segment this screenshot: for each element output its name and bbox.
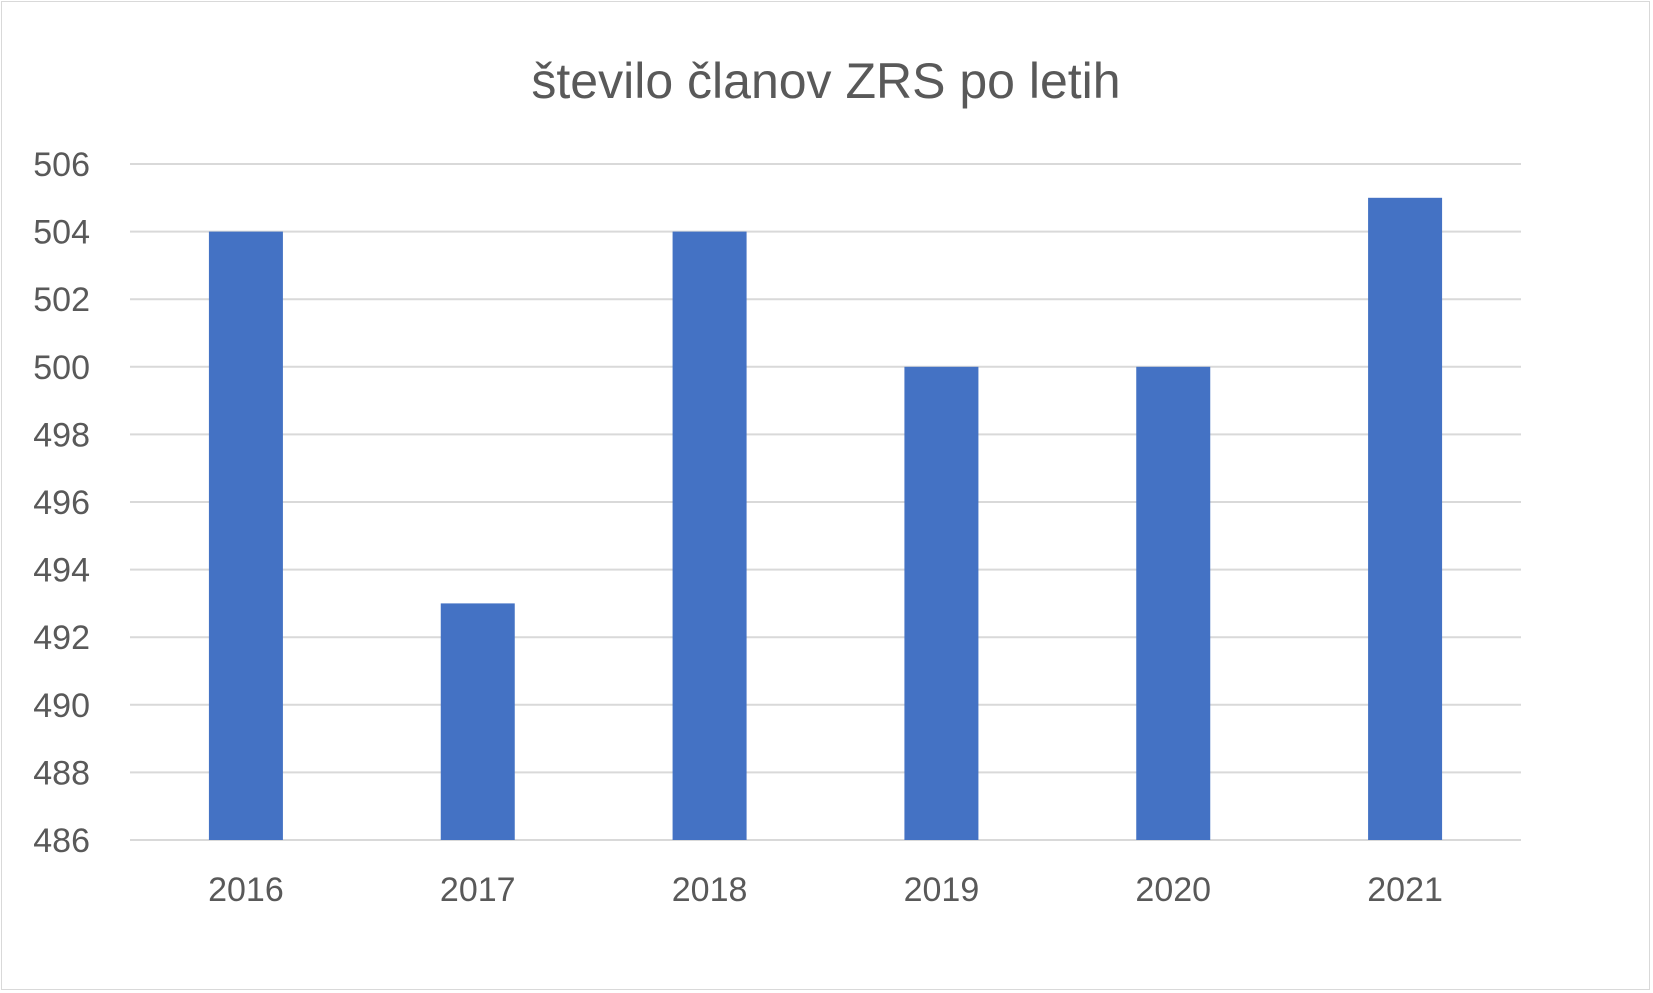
y-tick-label: 490 bbox=[33, 687, 90, 725]
x-tick-label: 2018 bbox=[672, 871, 748, 909]
y-axis-tick-labels: 486 488 490 492 494 496 498 500 502 504 506 bbox=[33, 146, 90, 860]
y-tick-label: 492 bbox=[33, 619, 90, 657]
bar-2021 bbox=[1368, 197, 1443, 841]
x-tick-label: 2020 bbox=[1135, 871, 1211, 909]
bar-2019 bbox=[904, 366, 979, 840]
chart-title: število članov ZRS po letih bbox=[531, 53, 1120, 109]
bar-2018 bbox=[672, 231, 747, 841]
y-tick-label: 498 bbox=[33, 416, 90, 454]
y-tick-label: 504 bbox=[33, 214, 90, 252]
y-tick-label: 500 bbox=[33, 349, 90, 387]
x-tick-label: 2019 bbox=[904, 871, 980, 909]
x-axis-tick-labels: 2016 2017 2018 2019 2020 2021 bbox=[208, 871, 1443, 909]
bar-2016 bbox=[208, 231, 283, 841]
y-tick-label: 488 bbox=[33, 754, 90, 792]
bar-2017 bbox=[440, 603, 515, 840]
bars bbox=[208, 197, 1443, 841]
bar-2020 bbox=[1136, 366, 1211, 840]
y-tick-label: 502 bbox=[33, 281, 90, 319]
y-tick-label: 494 bbox=[33, 552, 90, 590]
y-tick-label: 496 bbox=[33, 484, 90, 522]
gridlines bbox=[130, 163, 1521, 841]
x-tick-label: 2021 bbox=[1367, 871, 1443, 909]
x-tick-label: 2016 bbox=[208, 871, 284, 909]
y-tick-label: 506 bbox=[33, 146, 90, 184]
y-tick-label: 486 bbox=[33, 822, 90, 860]
x-tick-label: 2017 bbox=[440, 871, 516, 909]
